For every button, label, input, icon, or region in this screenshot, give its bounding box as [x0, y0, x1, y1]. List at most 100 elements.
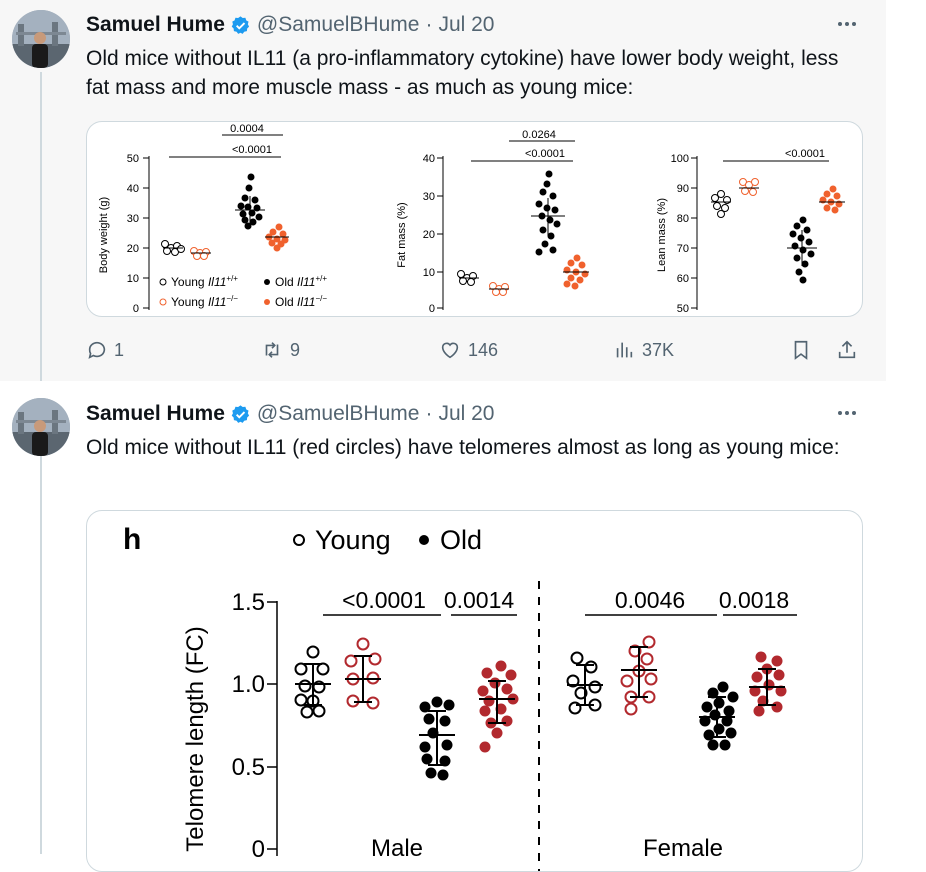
- panel2-old-wt-points: [531, 170, 565, 256]
- avatar[interactable]: [12, 10, 70, 68]
- panel3-ytick: 70: [677, 243, 689, 255]
- more-options-icon[interactable]: [834, 14, 860, 34]
- thread-connector-line: [40, 456, 42, 854]
- more-options-icon[interactable]: [834, 403, 860, 423]
- tweet-2[interactable]: Samuel Hume @SamuelBHume · Jul 20 Old mi…: [0, 381, 886, 872]
- panel2-young-ko-points: [489, 282, 509, 296]
- tweet-header: Samuel Hume @SamuelBHume · Jul 20: [86, 12, 494, 38]
- tweet-date[interactable]: Jul 20: [438, 402, 495, 425]
- male-pvalue-1: <0.0001: [342, 587, 426, 613]
- author-name[interactable]: Samuel Hume: [86, 13, 225, 36]
- panel2-old-ko-points: [563, 254, 589, 290]
- panel2-ytick: 10: [423, 267, 435, 279]
- heart-icon: [441, 342, 459, 359]
- panel2-pvalue: 0.0264: [522, 129, 556, 141]
- like-count: 146: [468, 339, 499, 360]
- retweet-count: 9: [290, 339, 301, 360]
- tweet-text: Old mice without IL11 (red circles) have…: [86, 436, 840, 459]
- panel2-ylabel: Fat mass (%): [396, 202, 408, 267]
- panel3-young-wt-points: [711, 190, 731, 218]
- female-old-ko-points: [749, 651, 787, 717]
- female-young-points: [566, 651, 602, 715]
- panel3-old-wt-points: [787, 216, 817, 284]
- legend-young-wt: Young Il11+/+: [171, 274, 238, 289]
- author-handle[interactable]: @SamuelBHume: [256, 402, 420, 425]
- panel1-young-wt-points: [161, 240, 185, 256]
- verified-badge-icon: [230, 15, 251, 36]
- retweet-icon: [265, 342, 279, 358]
- panel3-ytick: 80: [677, 213, 689, 225]
- panel1-ytick: 50: [127, 153, 139, 165]
- avatar-photo: [12, 10, 70, 68]
- panel1-pvalue: 0.0004: [230, 123, 264, 135]
- panel1-ytick: 30: [127, 213, 139, 225]
- legend-young-ko: Young Il11−/−: [171, 294, 238, 309]
- panel1-ytick: 20: [127, 243, 139, 255]
- panel2-ytick: 0: [429, 303, 435, 315]
- panel3-ytick: 60: [677, 273, 689, 285]
- male-pvalue-2: 0.0014: [444, 587, 515, 613]
- panel2-young-wt-points: [457, 270, 479, 286]
- author-name[interactable]: Samuel Hume: [86, 402, 225, 425]
- mouse-body-composition-figure: Body weight (g) 50 40 30 20 10 0 0.0004 …: [98, 123, 845, 315]
- telomere-ytick: 0.5: [232, 754, 265, 781]
- bookmark-icon: [794, 340, 808, 360]
- tweet-date[interactable]: Jul 20: [438, 13, 495, 36]
- legend-old: Old: [440, 525, 482, 555]
- tweet-actions: 1 9 146 37K: [86, 337, 861, 363]
- legend-old-wt: Old Il11+/+: [275, 274, 327, 289]
- panel3-pvalue: <0.0001: [785, 148, 825, 160]
- tweet-image[interactable]: Body weight (g) 50 40 30 20 10 0 0.0004 …: [86, 121, 863, 317]
- verified-badge-icon: [230, 404, 251, 425]
- panel2-ytick: 20: [423, 229, 435, 241]
- reply-count: 1: [114, 339, 125, 360]
- panel3-ytick: 90: [677, 183, 689, 195]
- male-section-label: Male: [371, 835, 423, 862]
- panel1-ylabel: Body weight (g): [98, 197, 110, 273]
- legend-young: Young: [315, 525, 391, 555]
- view-count: 37K: [642, 339, 675, 360]
- panel1-ytick: 0: [133, 303, 139, 315]
- separator-dot: ·: [425, 13, 433, 36]
- telomere-length-figure: h Young Old Telomere length (FC) 1.5 1.0…: [123, 523, 797, 871]
- panel2-pvalue: <0.0001: [525, 148, 565, 160]
- author-handle[interactable]: @SamuelBHume: [256, 13, 420, 36]
- panel2-ytick: 30: [423, 191, 435, 203]
- panel1-ytick: 10: [127, 273, 139, 285]
- separator-dot: ·: [425, 402, 433, 425]
- views-button[interactable]: 37K: [612, 337, 674, 363]
- panel1-pvalue: <0.0001: [232, 144, 272, 156]
- retweet-button[interactable]: 9: [260, 337, 300, 363]
- avatar[interactable]: [12, 398, 70, 456]
- female-pvalue-1: 0.0046: [615, 587, 685, 613]
- share-button[interactable]: [836, 337, 864, 363]
- telomere-ylabel: Telomere length (FC): [182, 626, 209, 851]
- female-section-label: Female: [643, 835, 723, 862]
- panel3-young-ko-points: [739, 178, 759, 196]
- reply-button[interactable]: 1: [86, 337, 124, 363]
- male-old-ko-points: [477, 660, 519, 753]
- panel1-old-ko-points: [265, 223, 289, 252]
- panel3-ytick: 50: [677, 303, 689, 315]
- telomere-ytick: 1.5: [232, 589, 265, 616]
- share-icon: [838, 340, 856, 359]
- panel1-old-wt-points: [235, 173, 265, 230]
- male-old-points: [419, 696, 455, 781]
- telomere-ytick: 0: [252, 836, 265, 863]
- panel-letter: h: [123, 523, 141, 556]
- tweet-image[interactable]: h Young Old Telomere length (FC) 1.5 1.0…: [86, 510, 863, 872]
- panel1-young-ko-points: [190, 247, 211, 260]
- panel3-old-ko-points: [819, 185, 845, 214]
- like-button[interactable]: 146: [438, 337, 498, 363]
- telomere-ytick: 1.0: [232, 671, 265, 698]
- tweet-1[interactable]: Samuel Hume @SamuelBHume · Jul 20 Old mi…: [0, 0, 886, 381]
- analytics-icon: [616, 342, 633, 358]
- bookmark-button[interactable]: [790, 337, 818, 363]
- tweet-header: Samuel Hume @SamuelBHume · Jul 20: [86, 401, 494, 427]
- reply-icon: [88, 341, 106, 359]
- page-right-margin: [886, 0, 926, 854]
- panel3-ylabel: Lean mass (%): [656, 198, 668, 272]
- female-young-ko-points: [620, 635, 658, 716]
- thread-connector-line: [40, 72, 42, 381]
- tweet-text: Old mice without IL11 (a pro-inflammator…: [86, 47, 839, 99]
